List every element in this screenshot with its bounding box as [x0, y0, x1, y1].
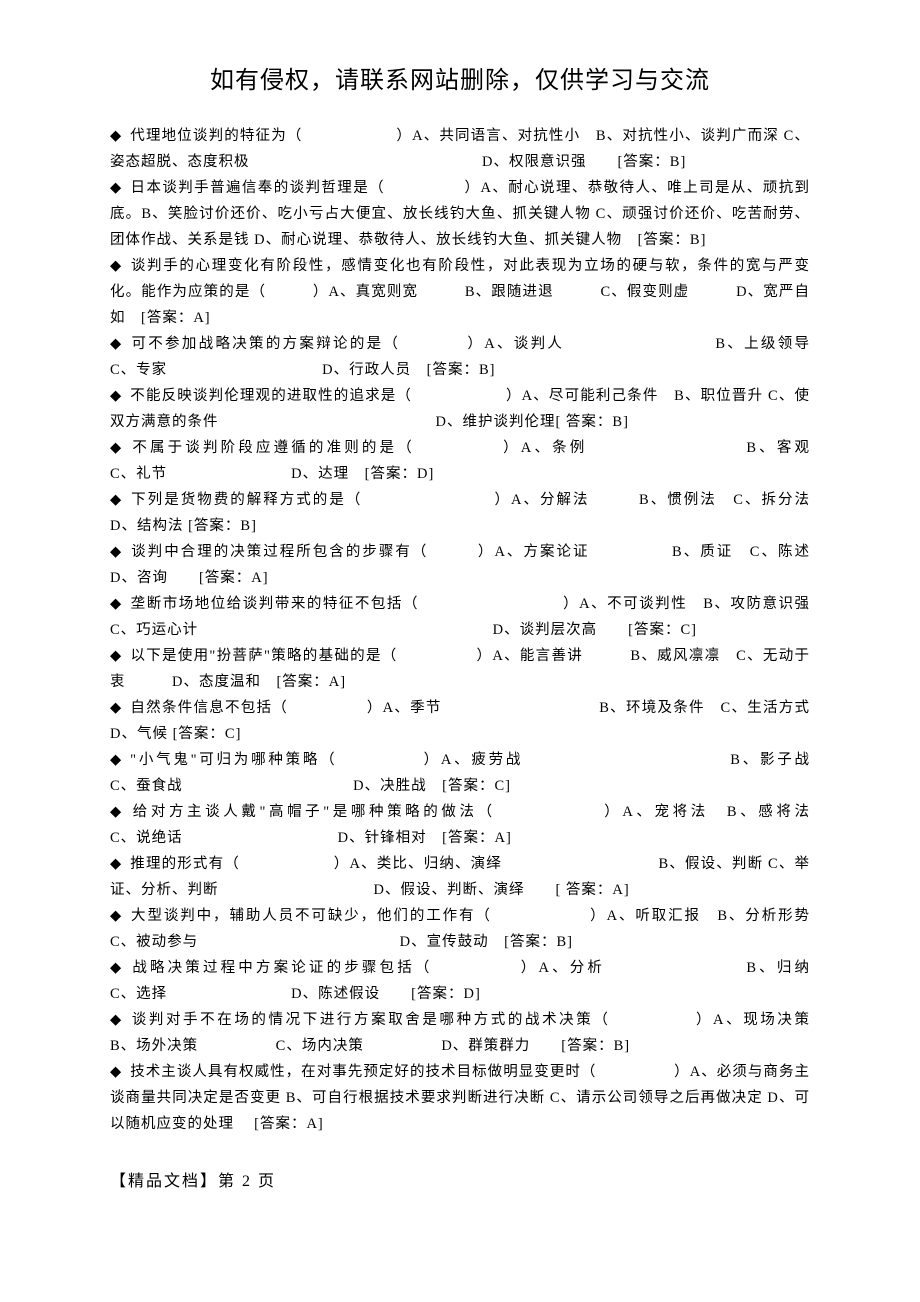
question-item: ◆谈判对手不在场的情况下进行方案取舍是哪种方式的战术决策（ ）A、现场决策 B、…	[110, 1012, 888, 1054]
page-footer: 【精品文档】第 2 页	[110, 1167, 810, 1191]
question-item: ◆垄断市场地位给谈判带来的特征不包括（ ）A、不可谈判性 B、攻防意识强 C、巧…	[110, 596, 826, 638]
diamond-bullet-icon: ◆	[110, 1059, 122, 1085]
question-item: ◆下列是货物费的解释方式的是（ ）A、分解法 B、惯例法 C、拆分法 D、结构法…	[110, 492, 903, 534]
diamond-bullet-icon: ◆	[110, 799, 122, 825]
question-item: ◆代理地位谈判的特征为（ ）A、共同语言、对抗性小 B、对抗性小、谈判广而深 C…	[110, 128, 810, 170]
question-item: ◆不属于谈判阶段应遵循的准则的是（ ）A、条例 B、客观 C、礼节 D、达理 […	[110, 440, 919, 482]
question-text: 推理的形式有（ ）A、类比、归纳、演绎 B、假设、判断 C、举证、分析、判断 D…	[110, 856, 810, 898]
question-text: 以下是使用"扮菩萨"策略的基础的是（ ）A、能言善讲 B、威风凛凛 C、无动于衷…	[110, 648, 810, 690]
question-item: ◆以下是使用"扮菩萨"策略的基础的是（ ）A、能言善讲 B、威风凛凛 C、无动于…	[110, 648, 810, 690]
question-item: ◆大型谈判中，辅助人员不可缺少，他们的工作有（ ）A、听取汇报 B、分析形势 C…	[110, 908, 857, 950]
question-text: 日本谈判手普遍信奉的谈判哲理是（ ）A、耐心说理、恭敬待人、唯上司是从、顽抗到底…	[110, 180, 810, 248]
question-item: ◆谈判中合理的决策过程所包含的步骤有（ ）A、方案论证 B、质证 C、陈述 D、…	[110, 544, 920, 586]
diamond-bullet-icon: ◆	[110, 539, 122, 565]
diamond-bullet-icon: ◆	[110, 747, 122, 773]
diamond-bullet-icon: ◆	[110, 643, 122, 669]
question-text: 给对方主谈人戴"高帽子"是哪种策略的做法（ ）A、宠将法 B、感将法 C、说绝话…	[110, 804, 920, 846]
question-text: 代理地位谈判的特征为（ ）A、共同语言、对抗性小 B、对抗性小、谈判广而深 C、…	[110, 128, 810, 170]
diamond-bullet-icon: ◆	[110, 383, 122, 409]
diamond-bullet-icon: ◆	[110, 591, 122, 617]
question-item: ◆可不参加战略决策的方案辩论的是（ ）A、谈判人 B、上级领导 C、专家 D、行…	[110, 336, 903, 378]
diamond-bullet-icon: ◆	[110, 851, 122, 877]
diamond-bullet-icon: ◆	[110, 331, 122, 357]
question-text: 谈判中合理的决策过程所包含的步骤有（ ）A、方案论证 B、质证 C、陈述 D、咨…	[110, 544, 920, 586]
question-text: 不能反映谈判伦理观的进取性的追求是（ ）A、尽可能利己条件 B、职位晋升 C、使…	[110, 388, 810, 430]
question-item: ◆战略决策过程中方案论证的步骤包括（ ）A、分析 B、归纳 C、选择 D、陈述假…	[110, 960, 919, 1002]
question-text: 大型谈判中，辅助人员不可缺少，他们的工作有（ ）A、听取汇报 B、分析形势 C、…	[110, 908, 857, 950]
diamond-bullet-icon: ◆	[110, 955, 122, 981]
question-item: ◆日本谈判手普遍信奉的谈判哲理是（ ）A、耐心说理、恭敬待人、唯上司是从、顽抗到…	[110, 180, 810, 248]
diamond-bullet-icon: ◆	[110, 253, 122, 279]
question-text: 可不参加战略决策的方案辩论的是（ ）A、谈判人 B、上级领导 C、专家 D、行政…	[110, 336, 903, 378]
question-item: ◆自然条件信息不包括（ ）A、季节 B、环境及条件 C、生活方式 D、气候 [答…	[110, 700, 872, 742]
question-text: 谈判手的心理变化有阶段性，感情变化也有阶段性，对此表现为立场的硬与软，条件的宽与…	[110, 258, 810, 326]
diamond-bullet-icon: ◆	[110, 175, 122, 201]
diamond-bullet-icon: ◆	[110, 1007, 122, 1033]
question-text: 自然条件信息不包括（ ）A、季节 B、环境及条件 C、生活方式 D、气候 [答案…	[110, 700, 872, 742]
question-item: ◆谈判手的心理变化有阶段性，感情变化也有阶段性，对此表现为立场的硬与软，条件的宽…	[110, 258, 810, 326]
diamond-bullet-icon: ◆	[110, 487, 122, 513]
question-text: 不属于谈判阶段应遵循的准则的是（ ）A、条例 B、客观 C、礼节 D、达理 [答…	[110, 440, 919, 482]
diamond-bullet-icon: ◆	[110, 123, 122, 149]
question-item: ◆"小气鬼"可归为哪种策略（ ）A、疲劳战 B、影子战 C、蚕食战 D、决胜战 …	[110, 752, 920, 794]
diamond-bullet-icon: ◆	[110, 695, 122, 721]
question-item: ◆不能反映谈判伦理观的进取性的追求是（ ）A、尽可能利己条件 B、职位晋升 C、…	[110, 388, 810, 430]
question-item: ◆给对方主谈人戴"高帽子"是哪种策略的做法（ ）A、宠将法 B、感将法 C、说绝…	[110, 804, 920, 846]
questions-content: ◆代理地位谈判的特征为（ ）A、共同语言、对抗性小 B、对抗性小、谈判广而深 C…	[110, 123, 810, 1137]
question-item: ◆推理的形式有（ ）A、类比、归纳、演绎 B、假设、判断 C、举证、分析、判断 …	[110, 856, 810, 898]
question-text: 技术主谈人具有权威性，在对事先预定好的技术目标做明显变更时（ ）A、必须与商务主…	[110, 1064, 810, 1132]
question-text: 谈判对手不在场的情况下进行方案取舍是哪种方式的战术决策（ ）A、现场决策 B、场…	[110, 1012, 888, 1054]
document-page: 如有侵权，请联系网站删除，仅供学习与交流 ◆代理地位谈判的特征为（ ）A、共同语…	[0, 0, 920, 1231]
question-item: ◆技术主谈人具有权威性，在对事先预定好的技术目标做明显变更时（ ）A、必须与商务…	[110, 1064, 810, 1132]
diamond-bullet-icon: ◆	[110, 435, 122, 461]
question-text: 下列是货物费的解释方式的是（ ）A、分解法 B、惯例法 C、拆分法 D、结构法 …	[110, 492, 903, 534]
diamond-bullet-icon: ◆	[110, 903, 122, 929]
question-text: 战略决策过程中方案论证的步骤包括（ ）A、分析 B、归纳 C、选择 D、陈述假设…	[110, 960, 919, 1002]
question-text: "小气鬼"可归为哪种策略（ ）A、疲劳战 B、影子战 C、蚕食战 D、决胜战 […	[110, 752, 920, 794]
page-header: 如有侵权，请联系网站删除，仅供学习与交流	[110, 60, 810, 95]
question-text: 垄断市场地位给谈判带来的特征不包括（ ）A、不可谈判性 B、攻防意识强 C、巧运…	[110, 596, 826, 638]
